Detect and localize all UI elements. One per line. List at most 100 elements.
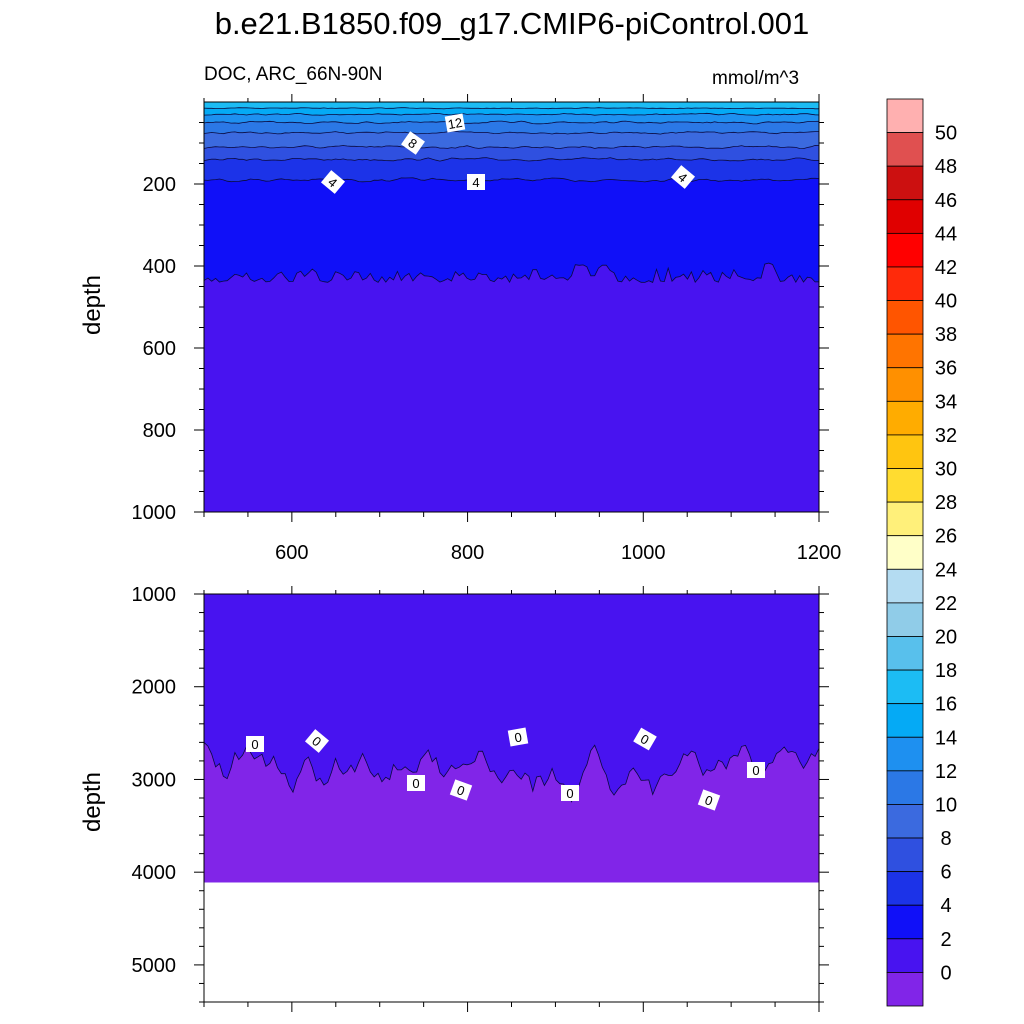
contour-label-box <box>444 113 466 133</box>
x-tick-label: 600 <box>275 542 308 564</box>
colorbar-box <box>886 434 924 469</box>
colorbar-box <box>886 669 924 705</box>
colorbar-label: 30 <box>935 459 957 481</box>
contour-label: 0 <box>561 785 579 801</box>
colorbar-label: 4 <box>940 895 951 917</box>
colorbar-box <box>886 602 924 637</box>
band-below-0 <box>204 742 819 883</box>
contour-label: 0 <box>507 727 529 747</box>
colorbar-box <box>886 736 924 772</box>
y-tick-label: 1000 <box>132 584 177 606</box>
colorbar-box <box>886 333 924 369</box>
contour-label: 12 <box>444 113 466 133</box>
contour-label-box <box>561 785 579 801</box>
contour-label-text: 0 <box>412 776 419 791</box>
contour-line-14 <box>204 112 819 116</box>
colorbar-label: 28 <box>935 492 957 514</box>
colorbar-label: 24 <box>935 559 957 581</box>
contour-label-box <box>467 174 485 190</box>
colorbar-label: 32 <box>935 425 957 447</box>
contour-label-text: 0 <box>513 729 523 745</box>
colorbar-box <box>886 938 924 973</box>
colorbar-label: 40 <box>935 291 957 313</box>
contour-label-box <box>401 131 425 155</box>
lower-fill-group <box>204 594 819 883</box>
y-tick-label: 600 <box>143 338 176 360</box>
colorbar-box <box>886 199 924 234</box>
upper-contour-panel: 12 8 4 4 4 200 400 600 800 1000 600 800 1000 1200 dept… <box>79 94 841 564</box>
contour-label: 0 <box>747 762 765 778</box>
colorbar-label: 12 <box>935 761 957 783</box>
y-tick-label: 4000 <box>132 862 177 884</box>
colorbar-label: 6 <box>940 862 951 884</box>
contour-line-0 <box>204 742 819 803</box>
contour-label-box <box>670 165 696 189</box>
colorbar-label: 26 <box>935 526 957 548</box>
contour-label-text: 0 <box>455 782 467 799</box>
colorbar-box <box>886 468 924 503</box>
lower-contour-panel: 0 0 0 0 0 0 0 0 0 1000 2000 3000 4000 5000 depth <box>79 584 829 1012</box>
colorbar-box <box>886 904 924 940</box>
colorbar-box <box>886 972 924 1007</box>
contour-label: 0 <box>697 789 721 811</box>
colorbar-box <box>886 871 924 906</box>
colorbar-box <box>886 232 924 268</box>
contour-label-box <box>507 727 529 747</box>
contour-label-text: 0 <box>251 737 258 752</box>
units-label: mmol/m^3 <box>712 68 800 89</box>
contour-line-6 <box>204 157 819 162</box>
y-tick-label: 3000 <box>132 769 177 791</box>
contour-label-box <box>747 762 765 778</box>
contour-line-16 <box>204 107 819 110</box>
contour-line-2 <box>204 262 819 284</box>
contour-label: 4 <box>320 170 346 194</box>
colorbar-label: 22 <box>935 593 957 615</box>
colorbar-box <box>886 300 924 335</box>
contour-label: 0 <box>449 779 473 801</box>
contour-label-box <box>246 736 264 752</box>
contour-line-8 <box>204 144 819 150</box>
y-tick-label: 5000 <box>132 955 177 977</box>
variable-region-label: DOC, ARC_66N-90N <box>204 64 383 85</box>
y-tick-label: 1000 <box>132 502 177 524</box>
colorbar-label: 44 <box>935 223 957 245</box>
contour-label: 0 <box>246 736 264 752</box>
colorbar-label: 34 <box>935 391 957 413</box>
contour-label-box <box>697 789 721 811</box>
contour-label-text: 0 <box>566 786 573 801</box>
contour-label: 8 <box>401 131 425 155</box>
contour-line-4 <box>204 177 819 183</box>
colorbar-box <box>886 165 924 201</box>
contour-label: 4 <box>467 174 485 190</box>
upper-fill-group <box>204 102 819 512</box>
colorbar-label: 2 <box>940 929 951 951</box>
colorbar-box <box>886 568 924 604</box>
colorbar-box <box>886 266 924 301</box>
colorbar-box <box>886 98 924 133</box>
colorbar-label: 50 <box>935 123 957 145</box>
contour-label: 0 <box>633 727 657 751</box>
contour-label-text: 12 <box>447 115 464 132</box>
colorbar-label: 0 <box>940 962 951 984</box>
colorbar-box <box>886 837 924 873</box>
x-tick-label: 1200 <box>797 542 842 564</box>
colorbar-label: 36 <box>935 358 957 380</box>
contour-label-box <box>304 729 330 753</box>
colorbar-label: 48 <box>935 156 957 178</box>
upper-y-axis-label: depth <box>79 275 106 335</box>
colorbar-box <box>886 132 924 167</box>
colorbar-box <box>886 703 924 738</box>
colorbar-label: 20 <box>935 626 957 648</box>
colorbar-label: 14 <box>935 727 957 749</box>
contour-label-text: 0 <box>752 763 759 778</box>
colorbar-box <box>886 636 924 671</box>
colorbar-box <box>886 770 924 805</box>
colorbar-box <box>886 804 924 839</box>
colorbar-label: 16 <box>935 694 957 716</box>
y-tick-label: 2000 <box>132 677 177 699</box>
contour-line-10 <box>204 130 819 135</box>
contour-label-box <box>320 170 346 194</box>
contour-label-text: 4 <box>472 175 479 190</box>
contour-label-box <box>407 775 425 791</box>
colorbar-box <box>886 535 924 570</box>
